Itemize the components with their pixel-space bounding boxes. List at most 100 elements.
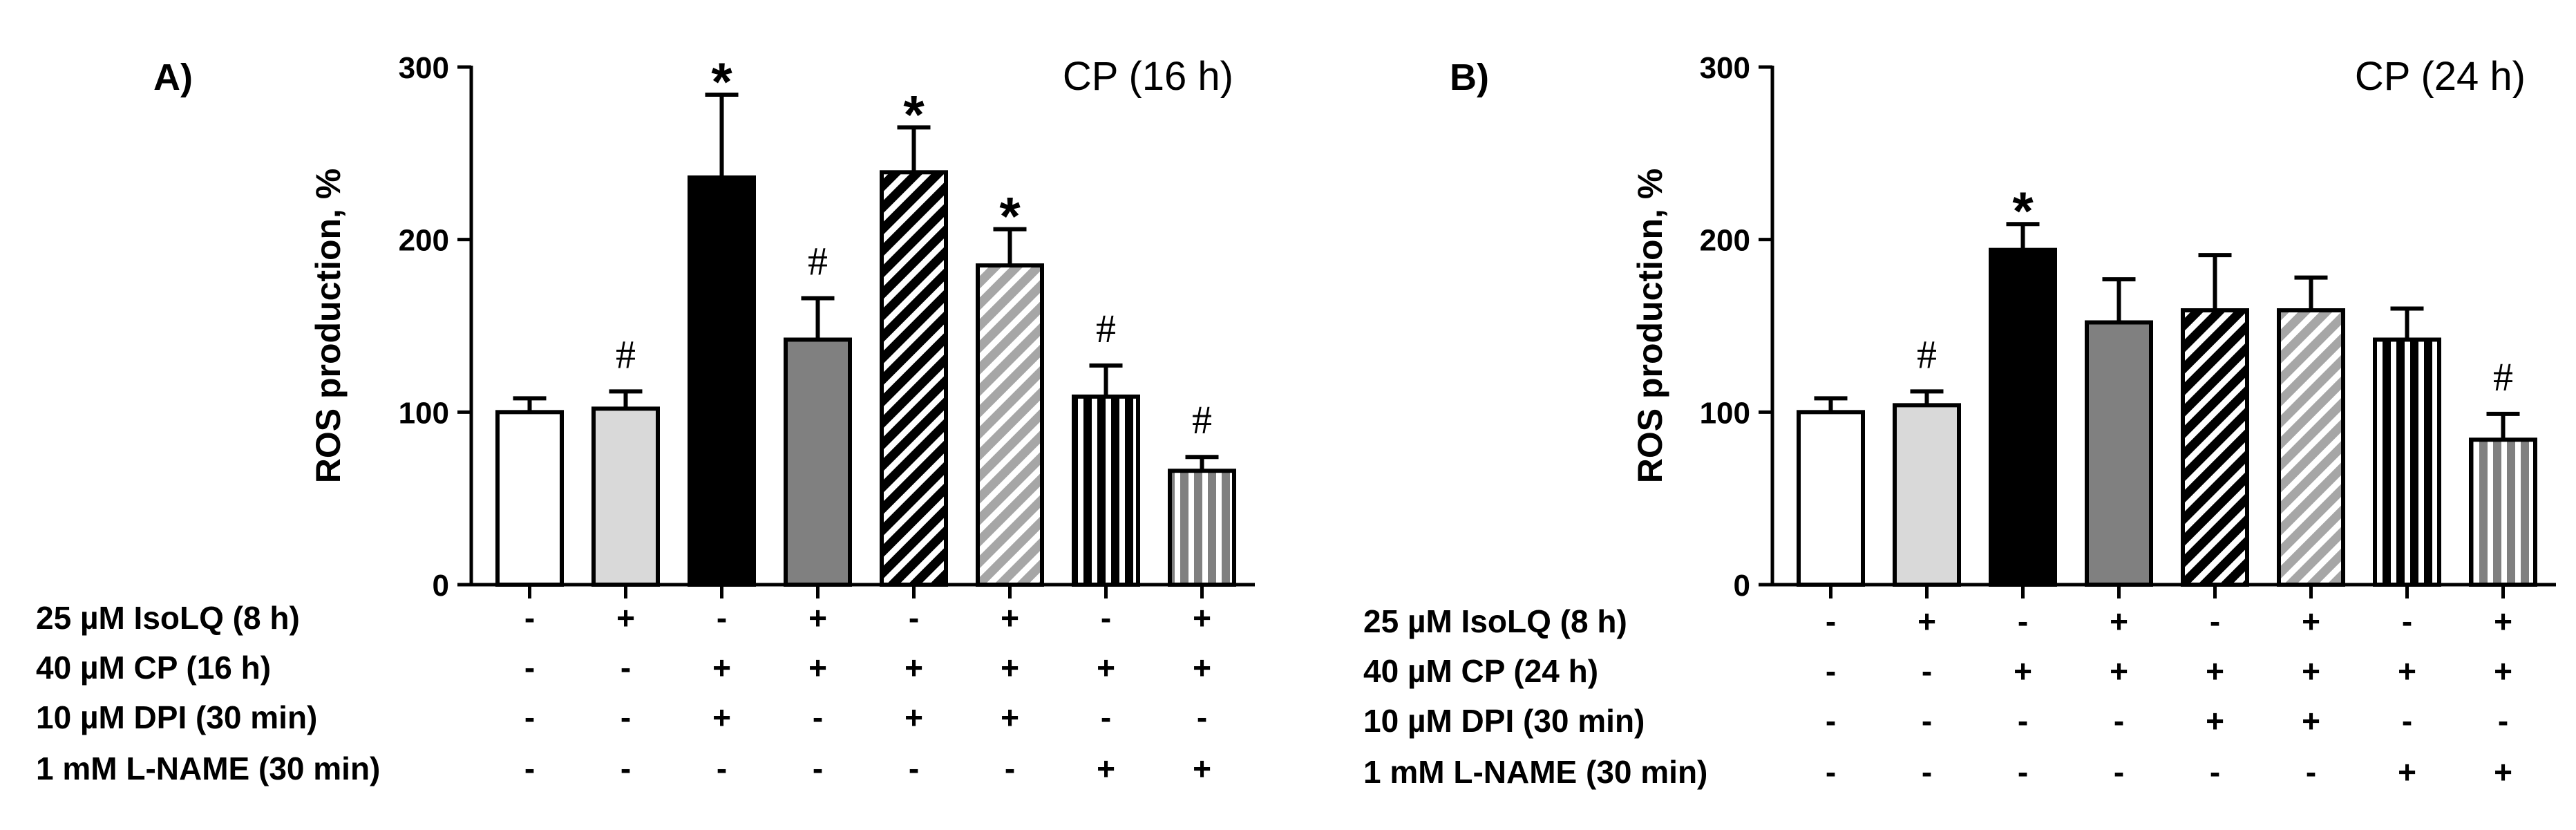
treatment-minus: - (1922, 703, 1932, 739)
treatment-minus: - (621, 699, 631, 735)
treatment-plus: + (2398, 754, 2416, 790)
treatment-minus: - (2402, 603, 2412, 639)
treatment-minus: - (524, 650, 535, 686)
bar-stripe-overlay (2377, 341, 2437, 583)
treatment-minus: - (1922, 653, 1932, 689)
significance-hash: # (2493, 355, 2513, 399)
treatment-minus: - (2210, 754, 2220, 790)
treatment-plus: + (1193, 751, 1211, 786)
bar-3 (1989, 247, 2057, 587)
y-tick-label: 0 (433, 569, 449, 603)
bar-2 (591, 406, 660, 587)
treatment-minus: - (2498, 703, 2508, 739)
treatment-minus: - (1826, 754, 1836, 790)
treatment-minus: - (524, 600, 535, 636)
treatment-minus: - (524, 751, 535, 786)
treatment-plus: + (2494, 754, 2512, 790)
bar-hatch-overlay (884, 174, 944, 583)
treatment-label: 10 µM DPI (30 min) (1363, 703, 1645, 739)
treatment-minus: - (2114, 754, 2124, 790)
treatment-label: 1 mM L-NAME (30 min) (36, 751, 380, 786)
bar-2 (1893, 403, 1961, 587)
treatment-minus: - (2210, 603, 2220, 639)
treatment-minus: - (717, 600, 727, 636)
treatment-minus: - (2114, 703, 2124, 739)
treatment-plus: + (2110, 603, 2128, 639)
chart-title: CP (24 h) (2355, 54, 2526, 99)
bar-stripe-overlay (2473, 442, 2533, 583)
treatment-label: 10 µM DPI (30 min) (36, 699, 317, 735)
bar-1 (1797, 410, 1865, 587)
treatment-plus: + (712, 699, 731, 735)
treatment-label: 25 µM IsoLQ (8 h) (1363, 603, 1627, 639)
significance-hash: # (616, 332, 636, 377)
treatment-minus: - (1922, 754, 1932, 790)
treatment-minus: - (1826, 653, 1836, 689)
treatment-plus: + (808, 650, 827, 686)
treatment-minus: - (909, 600, 919, 636)
treatment-plus: + (905, 699, 923, 735)
treatment-minus: - (813, 699, 823, 735)
treatment-minus: - (2018, 754, 2028, 790)
panel-label: A) (153, 57, 193, 98)
significance-hash: # (1096, 306, 1116, 351)
y-tick-label: 100 (399, 396, 449, 430)
y-tick-label: 200 (399, 224, 449, 258)
treatment-plus: + (2206, 703, 2224, 739)
treatment-plus: + (2110, 653, 2128, 689)
y-tick-label: 200 (1700, 224, 1750, 258)
treatment-minus: - (1826, 603, 1836, 639)
treatment-minus: - (717, 751, 727, 786)
y-tick-label: 100 (1700, 396, 1750, 430)
y-axis-label: ROS production, % (1631, 169, 1669, 484)
significance-hash: # (808, 239, 828, 284)
significance-hash: # (1192, 397, 1212, 442)
treatment-plus: + (2398, 653, 2416, 689)
treatment-label: 25 µM IsoLQ (8 h) (36, 600, 300, 636)
y-tick-label: 300 (1700, 51, 1750, 85)
treatment-minus: - (1005, 751, 1015, 786)
treatment-minus: - (909, 751, 919, 786)
treatment-minus: - (813, 751, 823, 786)
chart-title: CP (16 h) (1063, 54, 1233, 99)
treatment-plus: + (905, 650, 923, 686)
significance-star: * (903, 84, 925, 144)
bar-hatch-overlay (2281, 312, 2341, 583)
treatment-plus: + (2206, 653, 2224, 689)
treatment-minus: - (2018, 603, 2028, 639)
y-axis-label: ROS production, % (309, 169, 348, 484)
treatment-plus: + (2494, 653, 2512, 689)
treatment-plus: + (808, 600, 827, 636)
treatment-label: 1 mM L-NAME (30 min) (1363, 754, 1707, 790)
treatment-minus: - (2402, 703, 2412, 739)
chart-panel-a: A) CP (16 h) ROS production, % 0 100 200 300 # *… (36, 51, 1255, 786)
y-tick-label: 300 (399, 51, 449, 85)
treatment-plus: + (2302, 703, 2320, 739)
treatment-minus: - (2306, 754, 2316, 790)
treatment-minus: - (2018, 703, 2028, 739)
treatment-minus: - (1101, 600, 1111, 636)
bar-4 (2085, 320, 2153, 587)
y-tick-label: 0 (1734, 569, 1750, 603)
treatment-plus: + (1193, 650, 1211, 686)
bar-1 (495, 410, 564, 587)
bar-3 (688, 175, 756, 587)
treatment-plus: + (712, 650, 731, 686)
treatment-plus: + (1097, 751, 1115, 786)
treatment-label: 40 µM CP (24 h) (1363, 653, 1598, 689)
treatment-plus: + (1001, 650, 1019, 686)
treatment-plus: + (2302, 603, 2320, 639)
treatment-plus: + (2302, 653, 2320, 689)
treatment-minus: - (621, 751, 631, 786)
treatment-plus: + (2014, 653, 2032, 689)
chart-panel-b: B) CP (24 h) ROS production, % 0 100 200 300 # *… (1363, 51, 2556, 790)
bar-4 (784, 337, 852, 587)
bar-stripe-overlay (1076, 398, 1136, 583)
treatment-label: 40 µM CP (16 h) (36, 650, 271, 686)
significance-star: * (711, 51, 732, 112)
treatment-plus: + (1917, 603, 1936, 639)
significance-hash: # (1917, 332, 1937, 377)
treatment-minus: - (621, 650, 631, 686)
treatment-plus: + (1001, 600, 1019, 636)
